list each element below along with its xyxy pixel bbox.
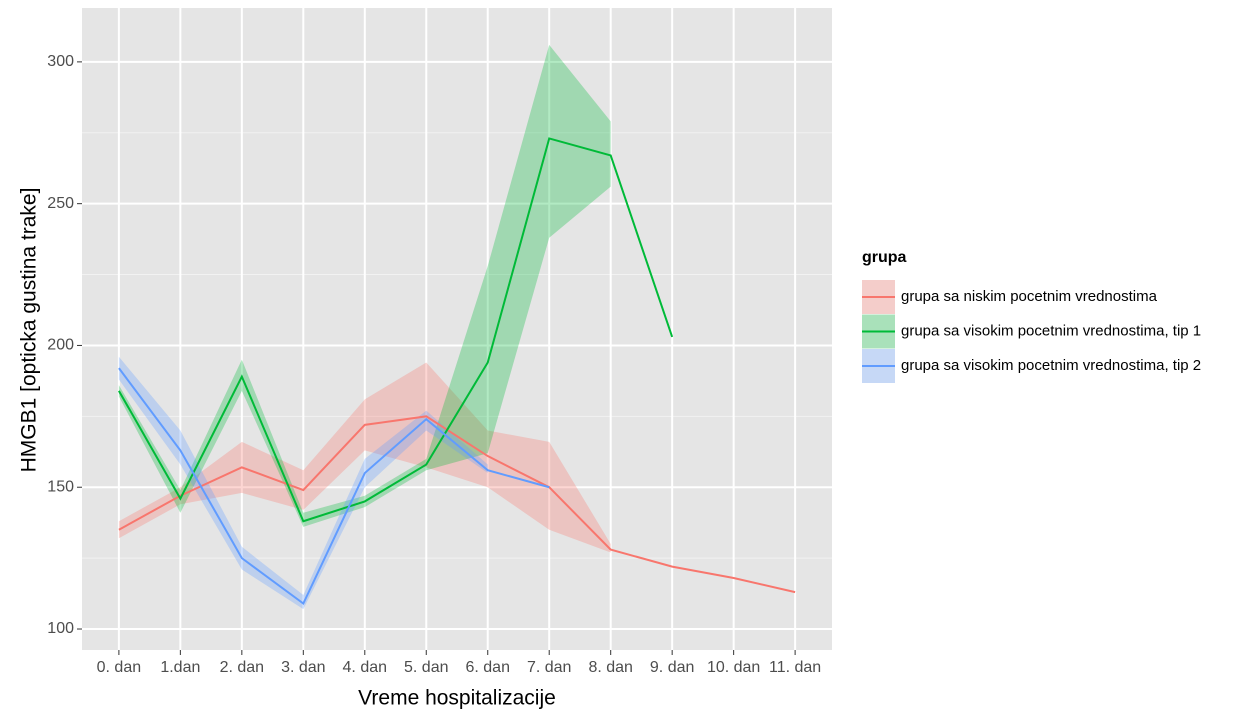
- legend: grupa sa niskim pocetnim vrednostima grup…: [862, 280, 1201, 383]
- x-tick-label: 5. dan: [404, 659, 448, 676]
- x-tick-label: 0. dan: [97, 659, 141, 676]
- x-tick-label: 8. dan: [588, 659, 632, 676]
- ribbon: [118, 356, 488, 610]
- line: [118, 367, 550, 606]
- ribbon: [118, 44, 611, 527]
- y-tick-label: 250: [47, 195, 74, 212]
- y-tick-label: 300: [47, 53, 74, 70]
- x-tick-label: 3. dan: [281, 659, 325, 676]
- y-tick-label: 150: [47, 478, 74, 495]
- x-tick-label: 2. dan: [220, 659, 264, 676]
- grid: [82, 8, 832, 650]
- legend-title: grupa: [862, 249, 907, 266]
- line: [118, 415, 796, 594]
- x-tick-label: 1.dan: [160, 659, 200, 676]
- y-axis-title: HMGB1 [opticka gustina trake]: [18, 188, 41, 473]
- legend-label: grupa sa niskim pocetnim vrednostima: [901, 288, 1158, 305]
- x-tick-label: 9. dan: [650, 659, 694, 676]
- x-axis-title: Vreme hospitalizacije: [358, 687, 556, 710]
- lines: [118, 137, 796, 606]
- ribbons: [118, 44, 611, 610]
- x-tick-label: 10. dan: [707, 659, 760, 676]
- x-tick-label: 6. dan: [465, 659, 509, 676]
- x-tick-label: 7. dan: [527, 659, 571, 676]
- y-tick-label: 200: [47, 337, 74, 354]
- y-tick-label: 100: [47, 620, 74, 637]
- legend-label: grupa sa visokim pocetnim vrednostima, t…: [901, 357, 1201, 374]
- x-tick-label: 11. dan: [769, 659, 821, 676]
- ribbon: [118, 362, 611, 553]
- x-tick-label: 4. dan: [343, 659, 387, 676]
- line: [118, 137, 674, 523]
- panel: [82, 8, 832, 650]
- axes: 100 150 200 250 300 0. dan 1.dan 2. dan 3. dan 4.…: [47, 53, 821, 676]
- legend-label: grupa sa visokim pocetnim vrednostima, t…: [901, 322, 1201, 339]
